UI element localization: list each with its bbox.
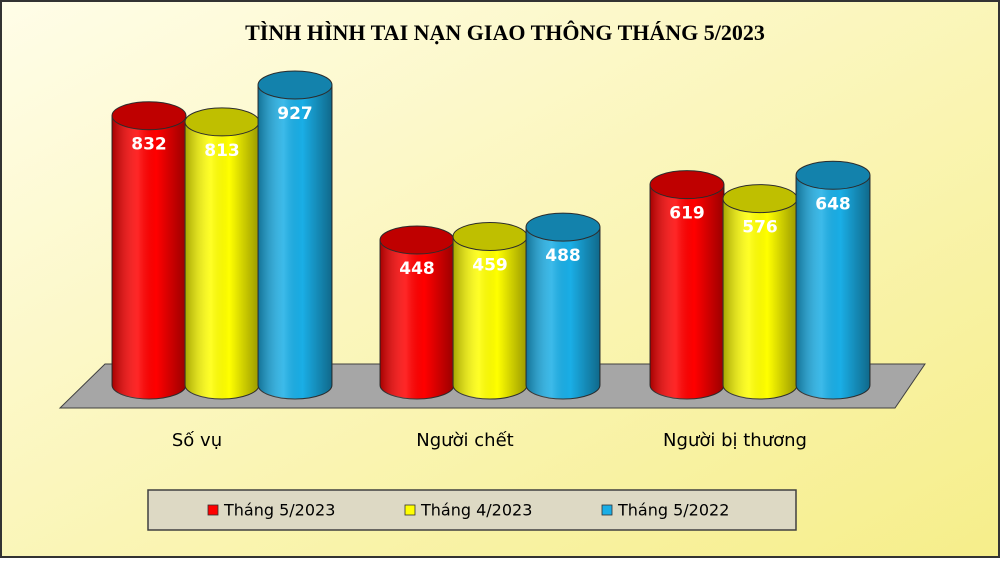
cylinder-top-shade <box>112 101 186 130</box>
cylinder-shade <box>723 198 797 399</box>
data-label: 832 <box>131 135 167 155</box>
legend-swatch <box>404 504 416 516</box>
cylinder-shade <box>453 236 527 399</box>
cylinder-shade <box>380 240 454 399</box>
cylinder-top <box>111 101 187 131</box>
data-label: 648 <box>815 194 851 214</box>
data-label: 927 <box>277 104 313 124</box>
cylinder-top <box>257 70 333 100</box>
cylinder-top-shade <box>723 184 797 213</box>
chart-title: TÌNH HÌNH TAI NẠN GIAO THÔNG THÁNG 5/202… <box>245 20 765 45</box>
cylinder-top <box>525 212 601 242</box>
cylinder-top-shade <box>380 226 454 255</box>
x-tick-label: Số vụ <box>172 430 222 451</box>
data-label: 448 <box>399 259 435 279</box>
legend-label: Tháng 5/2022 <box>617 501 729 520</box>
x-tick-label: Người chết <box>416 430 513 451</box>
data-label: 488 <box>545 246 581 266</box>
cylinder-top-shade <box>796 161 870 190</box>
data-label: 619 <box>669 204 705 224</box>
data-label: 459 <box>472 255 508 275</box>
cylinder-top-shade <box>185 107 259 136</box>
legend-label: Tháng 4/2023 <box>420 501 532 520</box>
cylinder-top-shade <box>453 222 527 251</box>
x-tick-label: Người bị thương <box>663 430 807 451</box>
cylinder-shade <box>650 184 724 399</box>
cylinder-top <box>649 170 725 200</box>
cylinder-shade <box>796 175 870 399</box>
legend-label: Tháng 5/2023 <box>223 501 335 520</box>
cylinder-top-shade <box>258 71 332 99</box>
cylinder-shade <box>258 85 332 399</box>
cylinder-top-shade <box>526 213 600 242</box>
data-label: 576 <box>742 218 778 238</box>
legend <box>147 489 797 531</box>
legend-swatch <box>601 504 613 516</box>
cylinder-shade <box>526 227 600 399</box>
cylinder-top <box>795 160 871 190</box>
cylinder-shade <box>185 121 259 400</box>
cylinder-top-shade <box>650 170 724 199</box>
data-label: 813 <box>204 141 240 161</box>
cylinder-shade <box>112 115 186 400</box>
legend-swatch <box>207 504 219 516</box>
